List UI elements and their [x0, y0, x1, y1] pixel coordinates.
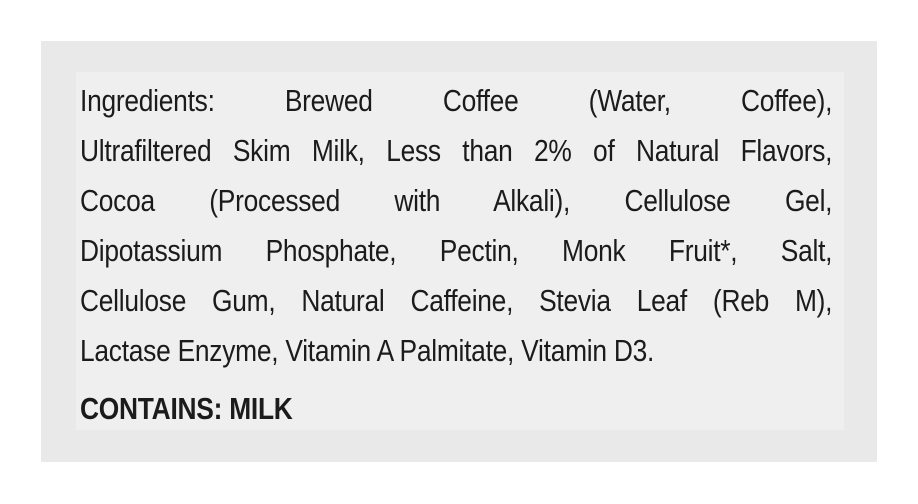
- allergen-statement: CONTAINS: MILK: [80, 391, 293, 426]
- ingredient-line-text: Dipotassium Phosphate, Pectin, Monk Frui…: [80, 233, 833, 268]
- ingredients-block: Ingredients: Brewed Coffee (Water, Coffe…: [80, 76, 833, 434]
- ingredient-line-text: Lactase Enzyme, Vitamin A Palmitate, Vit…: [80, 333, 655, 368]
- ingredient-line: Cellulose Gum, Natural Caffeine, Stevia …: [80, 276, 833, 326]
- ingredient-line: Lactase Enzyme, Vitamin A Palmitate, Vit…: [80, 326, 832, 376]
- ingredient-line: Dipotassium Phosphate, Pectin, Monk Frui…: [80, 226, 833, 276]
- ingredient-line-text: Ultrafiltered Skim Milk, Less than 2% of…: [80, 133, 833, 168]
- ingredient-line: Cocoa (Processed with Alkali), Cellulose…: [80, 176, 833, 226]
- ingredient-line-text: Ingredients: Brewed Coffee (Water, Coffe…: [80, 83, 833, 118]
- ingredient-line-text: Cellulose Gum, Natural Caffeine, Stevia …: [80, 283, 833, 318]
- ingredient-line-text: Cocoa (Processed with Alkali), Cellulose…: [80, 183, 833, 218]
- label-inner-area: [76, 72, 844, 430]
- ingredient-line: Ultrafiltered Skim Milk, Less than 2% of…: [80, 126, 833, 176]
- ingredient-line: Ingredients: Brewed Coffee (Water, Coffe…: [80, 76, 833, 126]
